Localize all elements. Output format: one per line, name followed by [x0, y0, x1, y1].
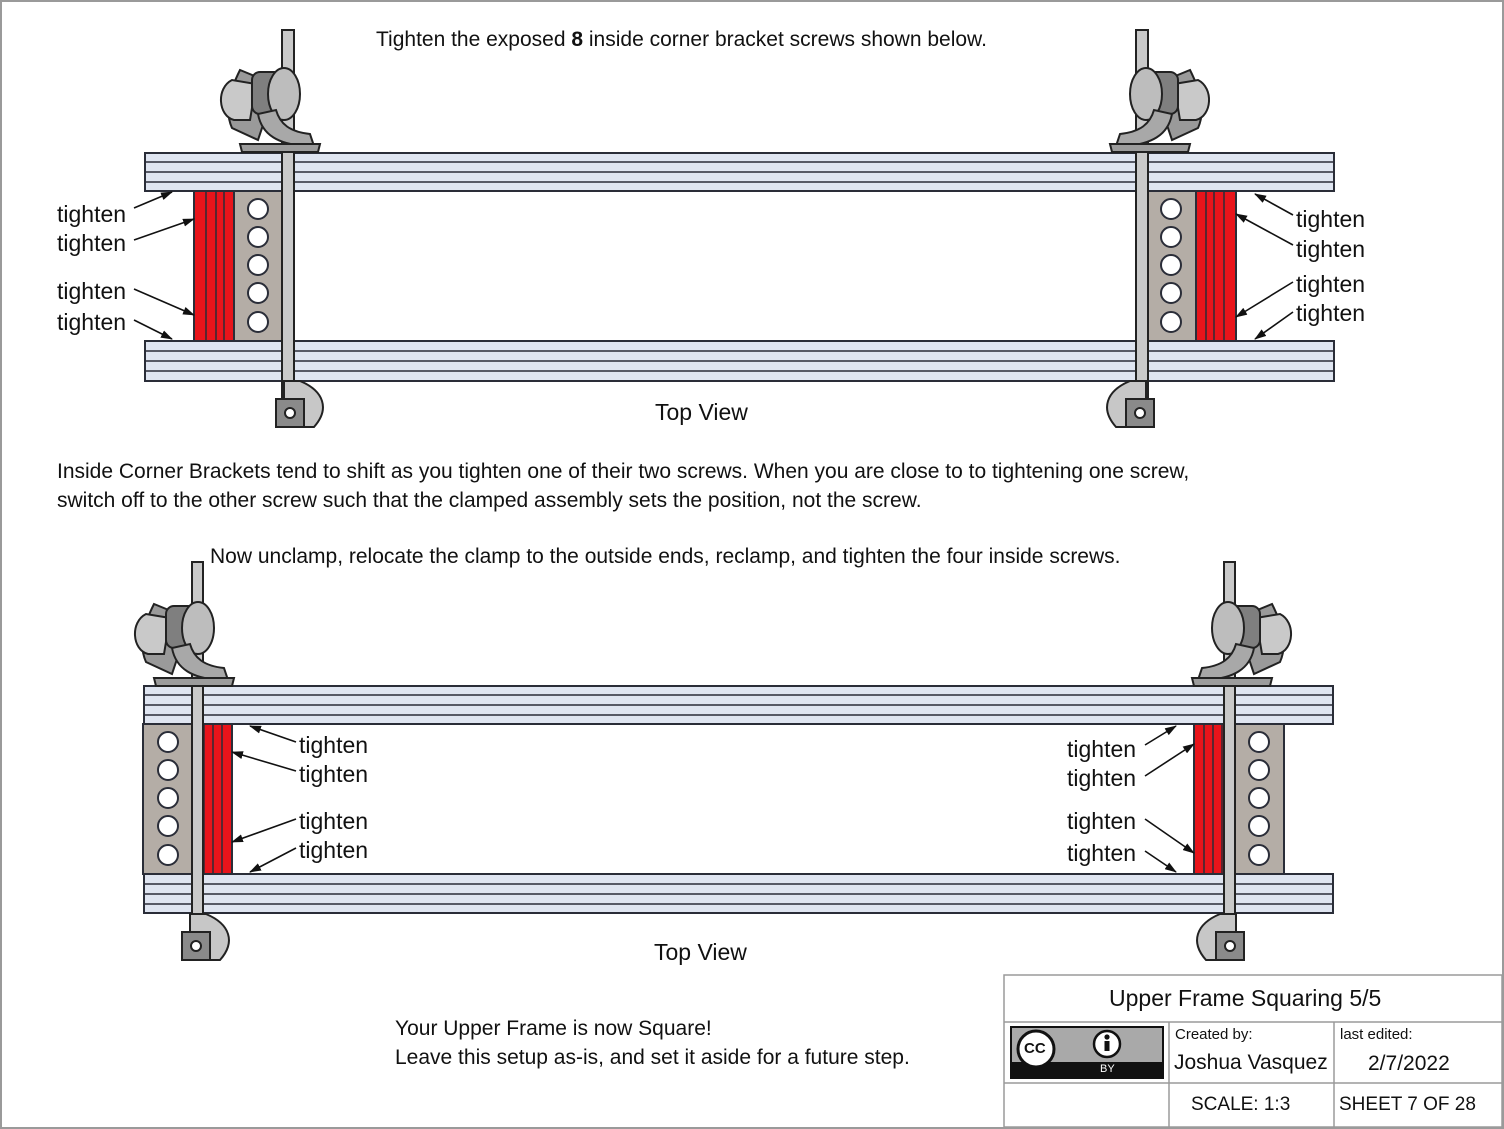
callout-tighten: tighten — [57, 230, 127, 256]
bar-clamp-icon — [219, 29, 324, 428]
last-edited-label: last edited: — [1340, 1026, 1413, 1043]
last-edited-date: 2/7/2022 — [1368, 1052, 1450, 1075]
by-text: BY — [1100, 1063, 1115, 1075]
final-message: Your Upper Frame is now Square! Leave th… — [395, 1014, 910, 1072]
cc-text: CC — [1024, 1040, 1046, 1057]
view-label-top: Top View — [655, 399, 748, 425]
callout-tighten: tighten — [1067, 765, 1137, 791]
callout-tighten: tighten — [1296, 271, 1366, 297]
instruction-top: Tighten the exposed 8 inside corner brac… — [376, 28, 987, 51]
title-block-title: Upper Frame Squaring 5/5 — [1109, 985, 1382, 1011]
bar-clamp-icon — [1106, 29, 1211, 428]
callout-tighten: tighten — [299, 732, 369, 758]
bar-clamp-icon — [1191, 561, 1293, 961]
top-assembly — [133, 29, 1335, 428]
callout-tighten: tighten — [57, 201, 127, 227]
author-name: Joshua Vasquez — [1174, 1051, 1328, 1074]
callout-tighten: tighten — [1067, 736, 1137, 762]
callout-tighten: tighten — [57, 309, 127, 335]
scale-label: SCALE: 1:3 — [1191, 1094, 1291, 1115]
attribution-person-icon — [1092, 1029, 1122, 1059]
instruction-bottom: Now unclamp, relocate the clamp to the o… — [210, 545, 1121, 568]
bar-clamp-icon — [133, 561, 235, 961]
callout-tighten: tighten — [1296, 236, 1366, 262]
callout-tighten: tighten — [1067, 840, 1137, 866]
note-paragraph: Inside Corner Brackets tend to shift as … — [57, 457, 1189, 515]
bottom-assembly — [133, 561, 1334, 961]
created-by-label: Created by: — [1175, 1026, 1253, 1043]
callout-tighten: tighten — [299, 761, 369, 787]
view-label-bottom: Top View — [654, 939, 747, 965]
callout-tighten: tighten — [299, 837, 369, 863]
title-block-frame — [1003, 974, 1503, 1128]
callout-tighten: tighten — [299, 808, 369, 834]
note-line: Inside Corner Brackets tend to shift as … — [57, 460, 1190, 483]
callout-tighten: tighten — [1296, 206, 1366, 232]
note-line: switch off to the other screw such that … — [57, 489, 922, 512]
final-line: Leave this setup as-is, and set it aside… — [395, 1046, 910, 1069]
callout-tighten: tighten — [1067, 808, 1137, 834]
sheet-number: SHEET 7 OF 28 — [1339, 1094, 1476, 1115]
callout-tighten: tighten — [1296, 300, 1366, 326]
callout-tighten: tighten — [57, 278, 127, 304]
final-line: Your Upper Frame is now Square! — [395, 1017, 712, 1040]
creative-commons-icon — [1010, 1026, 1164, 1079]
